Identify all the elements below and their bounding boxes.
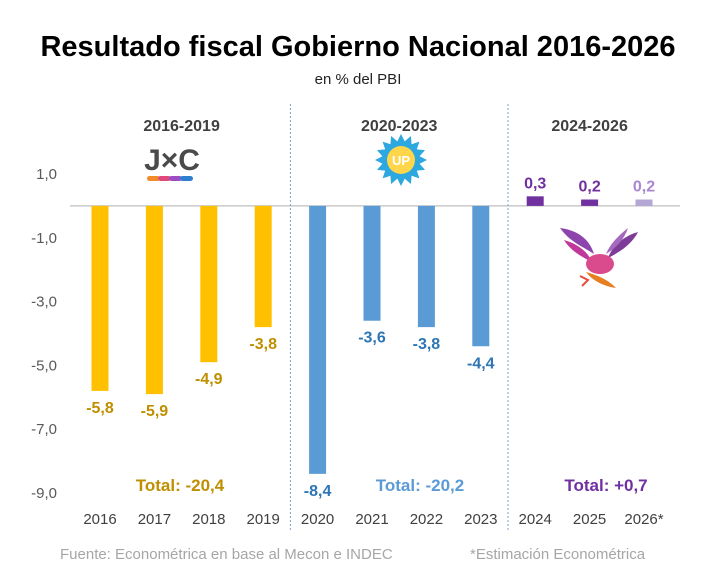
x-tick-label: 2016: [83, 511, 116, 528]
jxc-logo-bar: [158, 176, 171, 181]
data-label: 0,2: [633, 179, 655, 196]
bar: [309, 205, 327, 474]
jxc-logo-bar: [169, 176, 182, 181]
x-tick-label: 2020: [301, 511, 334, 528]
bar: [91, 205, 109, 391]
footer-note: *Estimación Econométrica: [470, 546, 646, 563]
y-tick-label: -3,0: [31, 294, 57, 311]
data-label: -3,6: [358, 330, 386, 347]
data-label: -5,9: [141, 403, 169, 420]
period-total: Total: -20,4: [136, 476, 225, 495]
bar: [472, 205, 490, 347]
footer-source: Fuente: Econométrica en base al Mecon e …: [60, 546, 393, 563]
jxc-logo-bar: [180, 176, 193, 181]
y-tick-label: -7,0: [31, 421, 57, 438]
up-logo-disc: [387, 146, 415, 174]
period-dividers: [289, 104, 509, 530]
data-label: -4,9: [195, 371, 223, 388]
bar: [254, 205, 272, 328]
data-label: -3,8: [413, 336, 441, 353]
x-tick-label: 2026*: [624, 511, 663, 528]
period-total: Total: +0,7: [564, 476, 647, 495]
jxc-logo-text: J×C: [144, 144, 200, 177]
bar: [635, 199, 653, 206]
x-tick-label: 2023: [464, 511, 497, 528]
bars: -5,8 -5,9 -4,9 -3,8 -8,4 -3,6 -3,8 -4,4 0,3 0,2 0,…: [86, 175, 655, 500]
data-label: -5,8: [86, 400, 114, 417]
lla-logo-wing: [608, 232, 638, 258]
x-tick-label: 2024: [519, 511, 552, 528]
data-label: 0,2: [578, 179, 600, 196]
lla-logo-claw: [579, 275, 590, 287]
chart-subtitle: en % del PBI: [315, 71, 402, 88]
x-tick-label: 2025: [573, 511, 606, 528]
y-tick-label: -1,0: [31, 230, 57, 247]
data-label: -3,8: [249, 336, 277, 353]
x-tick-label: 2022: [410, 511, 443, 528]
lla-logo-body: [586, 254, 614, 274]
period-label: 2016-2019: [143, 118, 220, 135]
data-label: -8,4: [304, 483, 332, 500]
bar: [417, 205, 435, 328]
jxc-logo-bar: [147, 176, 160, 181]
x-tick-label: 2017: [138, 511, 171, 528]
y-tick-label: -5,0: [31, 357, 57, 374]
period-annotations: 2016-2019 Total: -20,4 2020-2023 Total: -20…: [136, 118, 648, 495]
x-tick-label: 2021: [355, 511, 388, 528]
period-label: 2024-2026: [551, 118, 628, 135]
y-tick-label: 1,0: [36, 166, 57, 183]
lla-logo: [560, 228, 638, 288]
bar: [363, 205, 381, 321]
jxc-logo: J×C: [144, 144, 200, 181]
data-label: 0,3: [524, 175, 546, 192]
up-logo-text: UP: [392, 153, 410, 168]
chart-title: Resultado fiscal Gobierno Nacional 2016-…: [40, 31, 675, 63]
lla-logo-wing: [564, 240, 592, 262]
period-label: 2020-2023: [361, 118, 438, 135]
y-tick-label: -9,0: [31, 485, 57, 502]
y-axis: 1,0 -1,0 -3,0 -5,0 -7,0 -9,0 2016 2017 2018 2019 2…: [31, 166, 680, 528]
data-label: -4,4: [467, 355, 495, 372]
bar: [581, 199, 599, 206]
bar: [526, 196, 544, 206]
x-tick-label: 2018: [192, 511, 225, 528]
up-logo: UP: [375, 134, 427, 186]
lla-logo-wing: [560, 228, 594, 254]
bar: [145, 205, 163, 395]
lla-logo-tail: [586, 272, 616, 288]
x-tick-label: 2019: [247, 511, 280, 528]
lla-logo-wing: [606, 228, 628, 254]
bar: [200, 205, 218, 363]
period-total: Total: -20,2: [376, 476, 464, 495]
